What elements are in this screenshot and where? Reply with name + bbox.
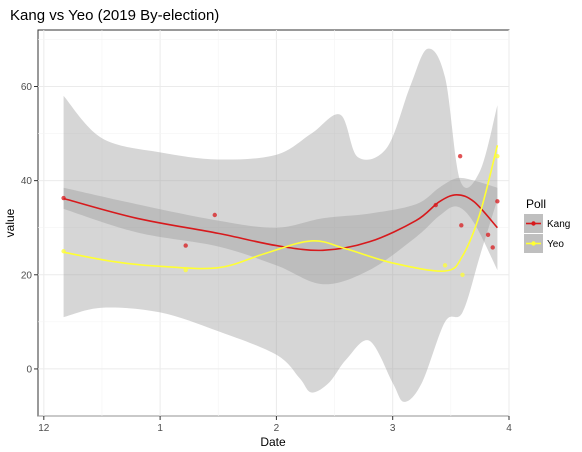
x-tick-label-1: 1 [157, 423, 163, 434]
data-points [61, 153, 500, 277]
legend-point-kang [531, 221, 536, 226]
point-kang-3 [433, 202, 438, 208]
confidence-bands [63, 48, 498, 402]
point-kang-5 [459, 223, 464, 228]
grid [38, 30, 510, 417]
plot-panel [37, 29, 510, 417]
y-tick-label-3: 60 [21, 82, 33, 93]
point-kang-4 [457, 153, 463, 159]
point-yeo-2 [442, 263, 448, 268]
band-kang [63, 177, 498, 285]
x-tick-label-3: 3 [390, 423, 396, 434]
legend-title: Poll [526, 197, 546, 211]
line-kang [63, 193, 498, 252]
point-yeo-3 [460, 272, 465, 277]
x-tick-label-2: 2 [274, 423, 280, 434]
smooth-lines [63, 145, 499, 272]
y-axis-ticks: 0 20 40 60 [21, 82, 38, 375]
y-tick-label-0: 0 [26, 364, 32, 375]
point-kang-8 [495, 199, 500, 204]
y-tick-label-1: 20 [21, 270, 33, 281]
point-kang-6 [485, 232, 491, 237]
point-kang-2 [212, 212, 217, 218]
point-kang-7 [490, 245, 495, 250]
chart-title: Kang vs Yeo (2019 By-election) [10, 7, 219, 24]
legend-point-yeo [531, 241, 536, 246]
point-yeo-4 [495, 153, 500, 159]
band-yeo [63, 48, 498, 402]
x-tick-label-0: 12 [38, 423, 50, 434]
point-yeo-1 [183, 267, 188, 273]
y-tick-label-2: 40 [21, 176, 33, 187]
point-yeo-0 [61, 249, 66, 254]
point-kang-0 [61, 195, 66, 201]
legend: Poll Kang Yeo [524, 197, 570, 253]
line-yeo [63, 145, 499, 272]
x-axis-title: Date [260, 435, 286, 449]
point-kang-1 [183, 243, 188, 248]
legend-label-kang: Kang [547, 219, 570, 230]
y-axis-title: value [3, 208, 17, 237]
x-axis-ticks: 12 1 2 3 4 [38, 416, 512, 434]
x-tick-label-4: 4 [506, 423, 512, 434]
legend-label-yeo: Yeo [547, 239, 564, 250]
